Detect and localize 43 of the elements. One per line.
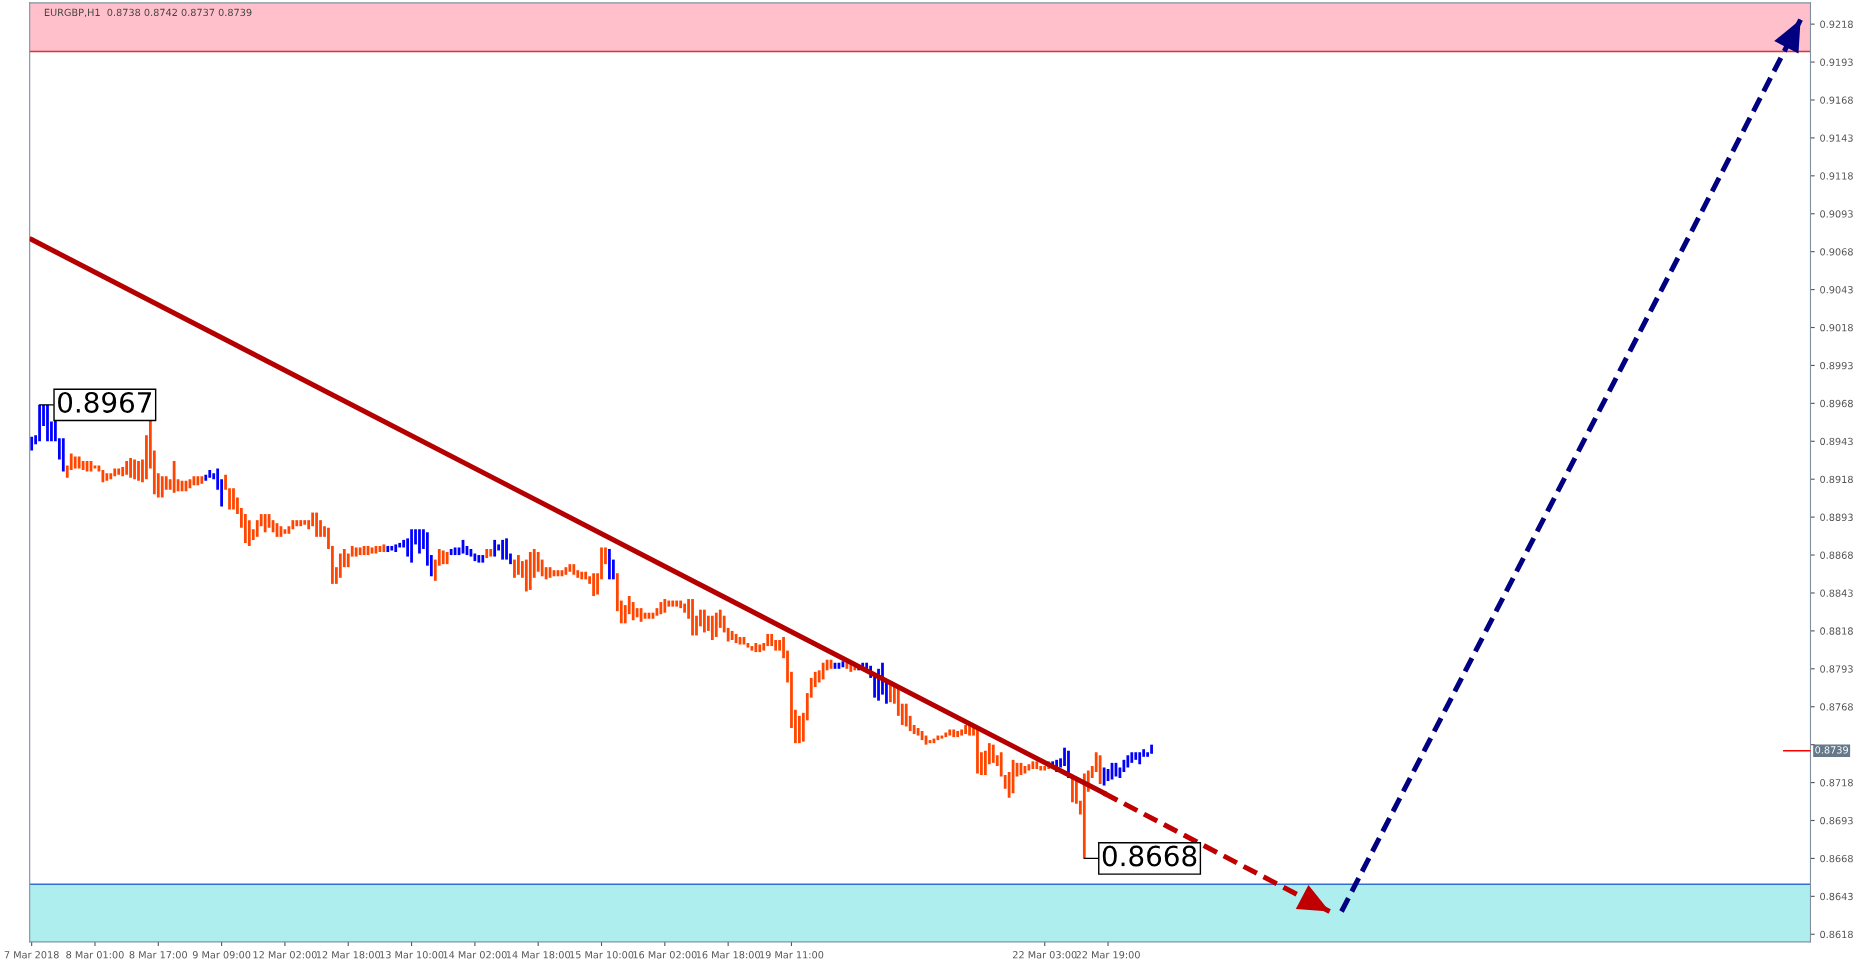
y-tick-label: 0.8868 [1820,551,1853,559]
y-tick-label: 0.8968 [1820,399,1853,408]
x-tick-label: 14 Mar 02:00 [443,951,507,959]
x-tick-label: 22 Mar 19:00 [1076,951,1140,959]
y-tick-label: 0.8943 [1820,437,1853,446]
y-tick-label: 0.9043 [1820,286,1853,294]
y-tick-label: 0.8843 [1820,589,1853,597]
y-tick-label: 0.9093 [1820,210,1853,218]
y-tick-label: 0.8693 [1820,816,1853,825]
y-tick-label: 0.9218 [1820,20,1853,28]
x-tick-label: 16 Mar 18:00 [696,951,760,959]
y-tick-label: 0.8618 [1820,930,1853,939]
y-tick-label: 0.9168 [1820,96,1853,104]
y-tick-label: 0.8993 [1820,361,1853,370]
y-tick-label: 0.8643 [1820,892,1853,901]
x-tick-label: 15 Mar 10:00 [570,951,634,959]
x-tick-label: 9 Mar 09:00 [192,951,251,959]
x-tick-label: 8 Mar 01:00 [66,951,124,959]
y-tick-label: 0.9118 [1820,172,1853,180]
y-tick-label: 0.9193 [1820,58,1853,66]
y-tick-label: 0.8768 [1820,703,1853,711]
y-tick-label: 0.9018 [1820,323,1853,332]
annotation: 0.8967 [58,391,152,413]
x-tick-label: 12 Mar 02:00 [253,951,317,959]
y-tick-label: 0.8668 [1820,854,1853,863]
y-tick-label: 0.8793 [1820,665,1853,673]
y-tick-label: 0.8893 [1820,513,1853,521]
x-tick-label: 12 Mar 18:00 [316,951,381,959]
y-tick-label: 0.9143 [1820,134,1853,142]
text: EURGBP,H1 0.8738 0.8742 0.8737 0.8739 [44,8,252,18]
y-tick-label: 0.9068 [1820,248,1853,256]
x-tick-label: 16 Mar 02:00 [633,951,697,959]
ref-line-label: 0.8739 [1815,746,1848,754]
y-tick-label: 0.8918 [1820,475,1853,484]
x-tick-label: 22 Mar 03:00 [1012,951,1077,959]
annotation: 0.8668 [1102,845,1197,867]
x-tick-label: 14 Mar 18:00 [506,951,571,959]
y-tick-label: 0.8718 [1820,779,1853,787]
x-tick-label: 13 Mar 10:00 [380,951,444,959]
x-tick-label: 8 Mar 17:00 [129,951,188,959]
x-tick-label: 19 Mar 11:00 [760,951,824,959]
y-tick-label: 0.8818 [1820,627,1853,635]
x-tick-label: 7 Mar 2018 [4,951,59,959]
